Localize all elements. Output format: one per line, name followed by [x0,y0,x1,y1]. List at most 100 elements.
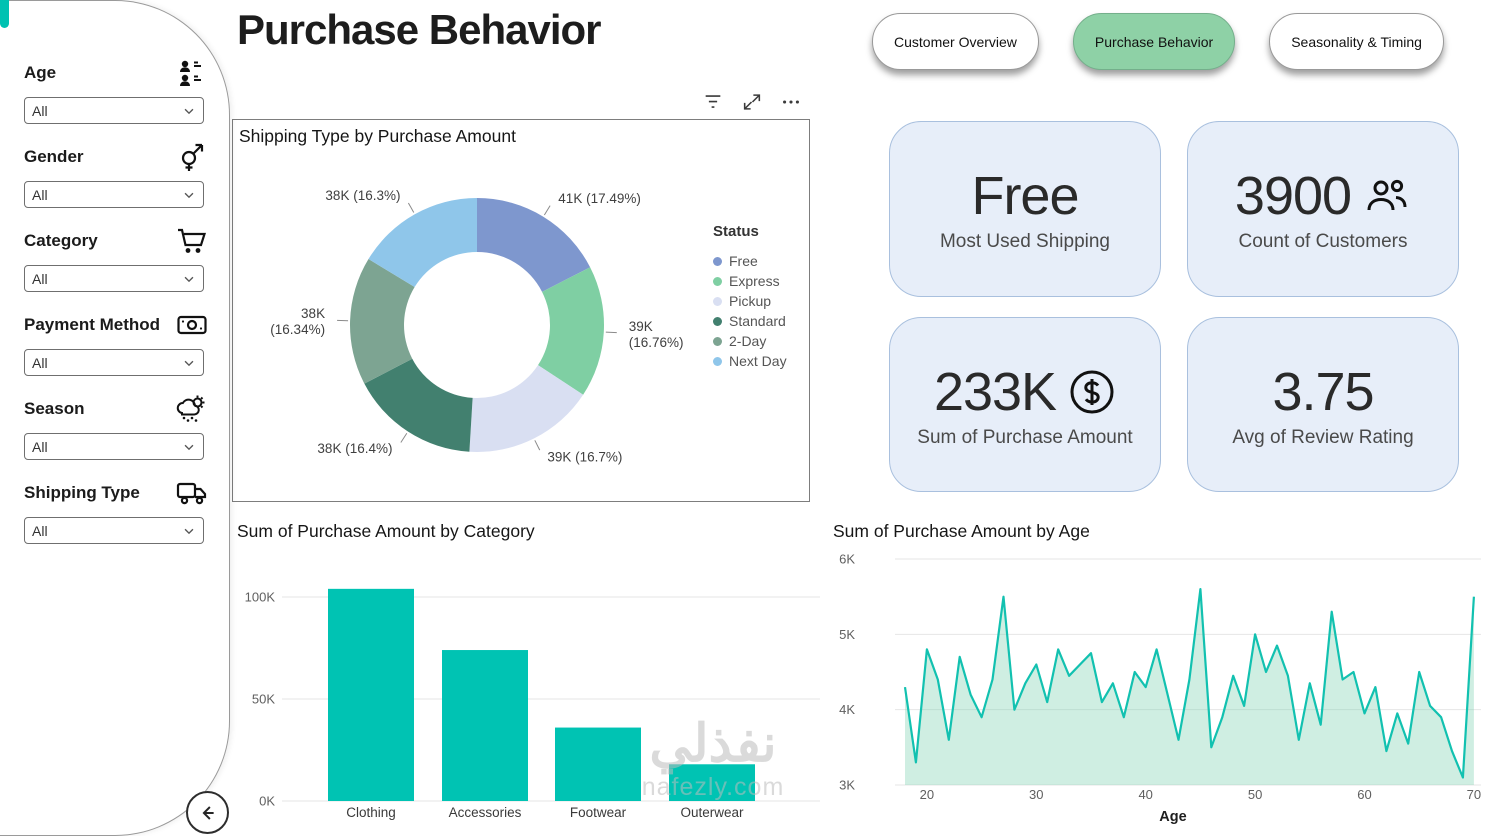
x-tick-label: 30 [1029,787,1043,802]
legend-item-2-day[interactable]: 2-Day [713,331,787,351]
dropdown-value: All [32,102,48,119]
visual-toolbar [702,90,804,114]
chevron-down-icon [182,440,196,454]
payment-method-filter-dropdown[interactable]: All [24,349,204,376]
dropdown-value: All [32,438,48,455]
dropdown-value: All [32,522,48,539]
line-chart-title: Sum of Purchase Amount by Age [833,521,1090,541]
nav-tab-customer-overview[interactable]: Customer Overview [872,13,1039,70]
cart-icon [176,225,208,257]
x-tick-label: 60 [1357,787,1371,802]
chevron-down-icon [182,356,196,370]
filter-group-category: Category All [24,225,229,292]
legend-label: Express [729,273,780,289]
dollar-icon [1068,368,1116,416]
season-filter-dropdown[interactable]: All [24,433,204,460]
slice-label-free: 41K (17.49%) [558,191,641,206]
shipping-type-filter-dropdown[interactable]: All [24,517,204,544]
y-tick-label: 100K [245,590,276,605]
bar-outerwear[interactable] [669,764,755,801]
legend-item-standard[interactable]: Standard [713,311,787,331]
legend-item-express[interactable]: Express [713,271,787,291]
filter-label: Category [24,231,98,250]
slice-label-pickup: 39K (16.7%) [547,449,622,464]
legend-label: Pickup [729,293,772,309]
y-tick-label: 50K [252,692,275,707]
donut-slice-2-day[interactable] [350,258,415,384]
line-chart: 3K 4K 5K 6K 20 30 40 50 60 70 Age [839,552,1481,825]
donut-chart: 41K (17.49%) 39K (16.76%) 39K (16.7%) 38K (1… [270,188,684,464]
bar-chart-title: Sum of Purchase Amount by Category [237,521,535,541]
people-group-icon [1363,172,1411,220]
page-title: Purchase Behavior [237,6,602,53]
season-icon [176,393,208,425]
bar-chart: 0K 50K 100K Clothing Accessories Footwear Oute… [245,588,820,820]
kpi-value: 3.75 [1272,361,1374,422]
donut-slice-pickup[interactable] [469,365,584,452]
category-filter-dropdown[interactable]: All [24,265,204,292]
bar-accessories[interactable] [442,650,528,801]
filter-group-season: Season All [24,393,229,460]
donut-slice-free[interactable] [477,198,591,292]
dropdown-value: All [32,270,48,287]
chevron-down-icon [182,104,196,118]
kpi-value: Free [971,166,1079,226]
bar-category-label: Footwear [570,805,627,820]
kpi-label: Sum of Purchase Amount [917,426,1133,448]
y-tick-label: 5K [839,627,855,642]
more-icon-button[interactable] [780,90,804,114]
scrollbar-thumb[interactable] [0,0,9,28]
x-tick-label: 40 [1138,787,1152,802]
legend-item-next-day[interactable]: Next Day [713,351,787,371]
nav-tab-purchase-behavior[interactable]: Purchase Behavior [1072,13,1236,70]
slice-label-express: 39K (16.76%) [629,319,684,350]
dropdown-value: All [32,186,48,203]
legend-item-pickup[interactable]: Pickup [713,291,787,311]
donut-slice-express[interactable] [538,267,604,395]
filter-icon-button[interactable] [702,90,726,114]
legend-label: Free [729,253,758,269]
chevron-down-icon [182,524,196,538]
filter-label: Payment Method [24,315,161,334]
legend-item-free[interactable]: Free [713,251,787,271]
legend-items: Free Express Pickup Standard 2-Day Next Day [713,251,787,371]
legend-bullet [713,276,722,286]
donut-slice-next-day[interactable] [368,198,478,288]
filter-list: Age All Gender All Category All Payment Method… [0,1,229,544]
nav-tab-seasonality-timing[interactable]: Seasonality & Timing [1269,13,1444,70]
filter-label: Shipping Type [24,483,140,502]
bar-category-label: Outerwear [680,805,744,820]
kpi-label: Avg of Review Rating [1232,426,1414,448]
kpi-value: 233K [933,361,1057,422]
legend: Status Free Express Pickup Standard 2-Day Nex… [713,223,787,371]
bar-footwear[interactable] [555,727,641,801]
kpi-label: Count of Customers [1238,231,1408,252]
gender-filter-dropdown[interactable]: All [24,181,204,208]
donut-chart-panel: 41K (17.49%) 39K (16.76%) 39K (16.7%) 38K (1… [232,119,810,502]
back-button[interactable] [186,791,229,834]
filter-group-age: Age All [24,57,229,124]
bar-category-label: Accessories [449,805,522,820]
legend-bullet [713,356,722,366]
y-tick-label: 6K [839,552,855,567]
expand-icon-button[interactable] [741,90,765,114]
nav-tabs: Customer Overview Purchase Behavior Season… [872,13,1444,70]
x-tick-label: 20 [920,787,934,802]
age-filter-dropdown[interactable]: All [24,97,204,124]
line-chart-panel: 3K 4K 5K 6K 20 30 40 50 60 70 Age Sum of Purchase … [833,512,1487,836]
donut-chart-title: Shipping Type by Purchase Amount [239,126,516,146]
bar-clothing[interactable] [328,588,414,801]
kpi-card-most-used-shipping: Free Most Used Shipping [889,121,1161,297]
donut-slice-standard[interactable] [364,358,473,452]
filter-label: Gender [24,147,84,166]
kpi-card-sum-of-purchase-amount: 233K Sum of Purchase Amount [889,317,1161,492]
dropdown-value: All [32,354,48,371]
legend-bullet [713,256,722,266]
bar-chart-panel: 0K 50K 100K Clothing Accessories Footwear Oute… [237,512,822,836]
legend-bullet [713,316,722,326]
kpi-value: 3900 [1234,166,1352,226]
kpi-label: Most Used Shipping [939,231,1111,252]
slice-label-standard: 38K (16.4%) [317,441,392,456]
chevron-down-icon [182,272,196,286]
